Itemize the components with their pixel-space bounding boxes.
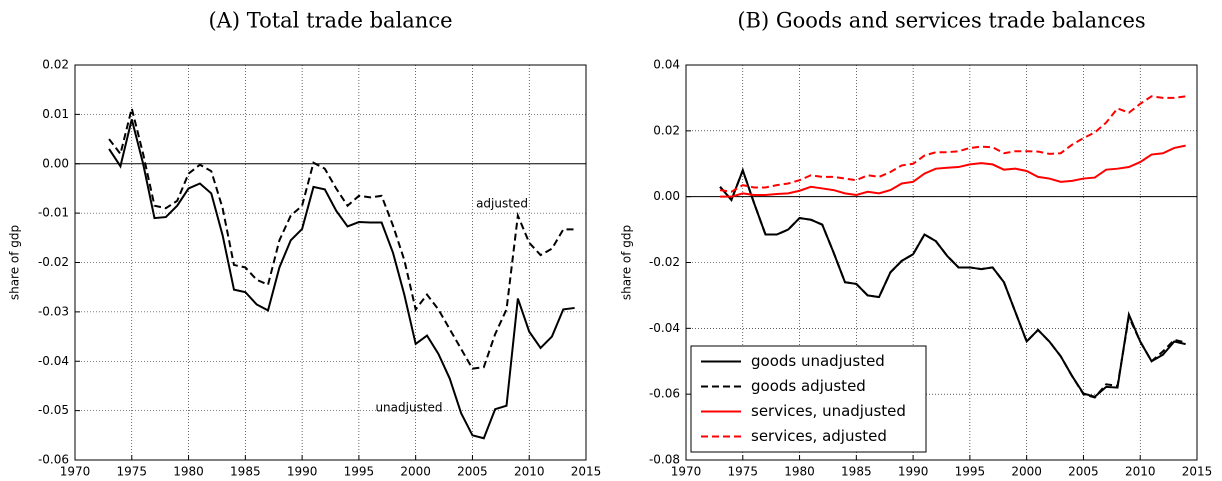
y-tick-label: -0.02 (38, 255, 69, 269)
annotation: unadjusted (375, 401, 442, 415)
y-tick-label: 0.04 (653, 58, 680, 72)
y-tick-label: -0.05 (38, 403, 69, 417)
legend-box (690, 345, 927, 453)
y-tick-label: 0.02 (653, 123, 680, 137)
series-line (719, 167, 1186, 399)
y-tick-label: 0.00 (653, 189, 680, 203)
x-tick-label: 2010 (514, 465, 545, 479)
x-tick-label: 2000 (1011, 465, 1042, 479)
y-tick-label: -0.06 (649, 387, 680, 401)
x-tick-label: 1970 (60, 465, 91, 479)
x-tick-label: 1985 (841, 465, 872, 479)
x-tick-label: 1980 (784, 465, 815, 479)
legend-label: goods unadjusted (751, 352, 885, 370)
series-line (720, 144, 1186, 198)
series-line (108, 108, 575, 370)
x-tick-label: 2000 (400, 465, 431, 479)
series-line (719, 95, 1186, 193)
x-tick-label: 1995 (955, 465, 986, 479)
chart-title: (A) Total trade balance (208, 9, 452, 33)
series-line (108, 119, 575, 440)
legend-label: services, unadjusted (751, 402, 906, 420)
x-tick-label: 2005 (457, 465, 488, 479)
y-tick-label: 0.01 (42, 107, 69, 121)
x-tick-label: 1995 (344, 465, 375, 479)
plot-frame (685, 64, 1198, 461)
y-tick-label: -0.04 (649, 321, 680, 335)
plot-frame (74, 64, 587, 461)
x-tick-label: 1990 (287, 465, 318, 479)
y-axis-label: share of gdp (620, 225, 634, 300)
x-tick-label: 1990 (898, 465, 929, 479)
y-tick-label: 0.00 (42, 156, 69, 170)
y-tick-label: -0.04 (38, 354, 69, 368)
chart-title: (B) Goods and services trade balances (737, 9, 1145, 33)
y-tick-label: 0.02 (42, 58, 69, 72)
x-tick-label: 1970 (671, 465, 702, 479)
y-tick-label: -0.03 (38, 304, 69, 318)
legend: goods unadjusted goods adjusted services, … (690, 345, 927, 453)
y-axis-label: share of gdp (8, 225, 22, 300)
legend-label: services, adjusted (751, 427, 887, 445)
y-tick-label: -0.06 (38, 453, 69, 467)
legend-label: goods adjusted (751, 377, 866, 395)
y-tick-label: -0.02 (649, 255, 680, 269)
x-tick-label: 2015 (571, 465, 602, 479)
x-tick-label: 1975 (117, 465, 148, 479)
x-tick-label: 1975 (728, 465, 759, 479)
annotation: adjusted (476, 197, 528, 211)
x-tick-label: 1980 (173, 465, 204, 479)
x-tick-label: 1985 (230, 465, 261, 479)
x-tick-label: 2005 (1068, 465, 1099, 479)
y-tick-label: -0.01 (38, 206, 69, 220)
y-tick-label: -0.08 (649, 453, 680, 467)
x-tick-label: 2010 (1125, 465, 1156, 479)
x-tick-label: 2015 (1182, 465, 1213, 479)
